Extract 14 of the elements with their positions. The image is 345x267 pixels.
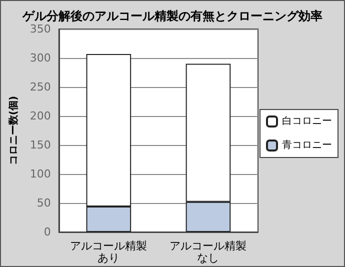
y-tick-label: 0 (44, 226, 51, 238)
y-tick-label: 100 (30, 168, 51, 180)
y-axis-title: コロニー数(個) (8, 96, 20, 166)
x-tick-label: アルコール精製なし (170, 240, 247, 264)
y-tick-label: 250 (30, 80, 51, 94)
chart-title: ゲル分解後のアルコール精製の有無とクローニング効率 (22, 9, 322, 23)
x-tick-label: アルコール精製あり (70, 240, 148, 264)
legend-label: 白コロニー (282, 115, 332, 127)
y-tick-label: 50 (36, 196, 51, 210)
y-tick-label: 200 (30, 110, 51, 122)
legend-label: 青コロニー (282, 139, 332, 151)
y-tick-label: 350 (30, 22, 51, 36)
y-tick-label: 150 (30, 138, 51, 152)
y-tick-label: 300 (30, 52, 51, 64)
